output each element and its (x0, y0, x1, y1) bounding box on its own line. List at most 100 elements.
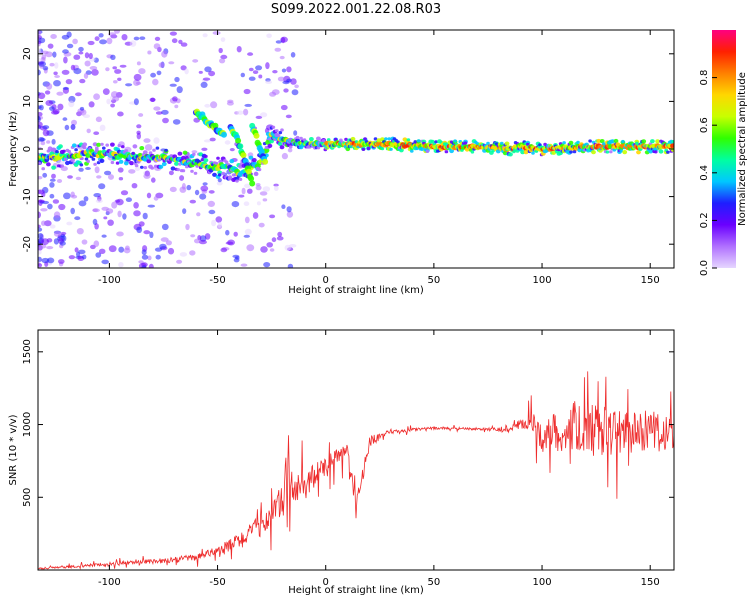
noise-speck (235, 256, 240, 260)
noise-speck (49, 62, 55, 67)
noise-speck (98, 33, 104, 38)
snr-x-axis-title: Height of straight line (km) (288, 585, 424, 596)
ridge-cell (93, 162, 97, 166)
noise-speck (46, 257, 55, 264)
noise-speck (131, 183, 138, 189)
ridge-cell (486, 141, 490, 145)
snr-x-tick-label: -50 (209, 577, 225, 588)
noise-speck (74, 216, 81, 221)
noise-speck (49, 193, 55, 199)
page-title: S099.2022.001.22.08.R03 (270, 2, 442, 17)
ridge-cell (269, 139, 274, 144)
noise-speck (39, 104, 44, 111)
ridge-cell (636, 150, 641, 155)
noise-speck (252, 70, 259, 74)
noise-speck (172, 96, 178, 102)
ridge-cell (596, 138, 602, 144)
ridge-cell (295, 135, 300, 140)
ridge-cell (670, 143, 674, 149)
noise-speck (147, 255, 152, 261)
noise-speck (114, 69, 122, 74)
ridge-cell (508, 152, 513, 157)
ridge-cell (115, 161, 120, 165)
ridge-cell (110, 160, 115, 165)
noise-speck (82, 254, 87, 260)
noise-speck (229, 148, 235, 152)
noise-speck (75, 92, 82, 97)
ridge-cell (523, 150, 529, 155)
noise-speck (133, 210, 141, 217)
noise-speck (290, 52, 296, 58)
noise-speck (118, 177, 124, 181)
noise-speck (129, 40, 137, 47)
ridge-cell (139, 146, 145, 151)
noise-speck (203, 139, 212, 143)
noise-speck (202, 182, 208, 186)
ridge-cell (572, 150, 577, 154)
noise-speck (56, 179, 63, 183)
noise-speck (189, 199, 196, 204)
noise-speck (269, 248, 275, 252)
spectrogram-x-tick-label: 100 (532, 275, 551, 286)
colorbar-tick-label: 0.4 (699, 165, 710, 181)
noise-speck (38, 224, 41, 228)
noise-speck (53, 71, 58, 76)
ridge-cell (430, 139, 435, 143)
noise-speck (108, 245, 117, 253)
noise-speck (121, 34, 128, 41)
noise-speck (143, 173, 151, 179)
noise-speck (285, 114, 292, 119)
noise-speck (231, 201, 240, 208)
noise-speck (104, 170, 112, 176)
ridge-cell (278, 131, 283, 135)
noise-speck (95, 199, 103, 204)
noise-speck (118, 246, 125, 253)
noise-speck (38, 199, 45, 203)
ridge-cell (82, 142, 88, 147)
noise-speck (56, 91, 64, 96)
noise-speck (70, 64, 76, 71)
noise-speck (287, 263, 294, 268)
noise-speck (114, 199, 121, 203)
ridge-cell (46, 162, 51, 167)
noise-speck (72, 38, 78, 45)
noise-speck (204, 66, 212, 73)
ridge-cell (148, 151, 153, 155)
ridge-cell (257, 168, 262, 172)
noise-speck (57, 103, 64, 111)
noise-speck (63, 192, 71, 200)
snr-panel: -100 -50 0 50 100 150 500 1000 1500 Height of st… (8, 329, 675, 596)
branch-cell (240, 152, 247, 159)
ridge-cell (71, 143, 77, 148)
noise-speck (272, 70, 278, 74)
noise-speck (70, 191, 75, 198)
noise-speck (64, 124, 70, 131)
noise-speck (158, 62, 165, 68)
ridge-cell (86, 159, 90, 163)
ridge-cell (280, 128, 284, 132)
noise-speck (114, 30, 120, 34)
noise-speck (290, 78, 297, 85)
noise-speck (252, 212, 259, 219)
noise-speck (73, 54, 81, 60)
ridge-cell (121, 145, 125, 149)
noise-speck (119, 64, 127, 68)
noise-speck (103, 216, 108, 220)
ridge-cell (110, 142, 115, 147)
noise-speck (273, 183, 279, 187)
ridge-cell (321, 139, 326, 143)
noise-speck (117, 167, 124, 173)
noise-speck (83, 72, 89, 79)
noise-speck (45, 100, 53, 106)
noise-speck (106, 98, 111, 105)
ridge-cell (58, 144, 63, 149)
noise-speck (73, 68, 82, 75)
noise-speck (281, 152, 288, 160)
noise-speck (93, 240, 100, 247)
noise-speck (258, 222, 265, 228)
snr-x-tick-label: -100 (98, 577, 121, 588)
noise-speck (84, 52, 90, 59)
noise-speck (108, 174, 114, 180)
ridge-cell (384, 137, 388, 141)
